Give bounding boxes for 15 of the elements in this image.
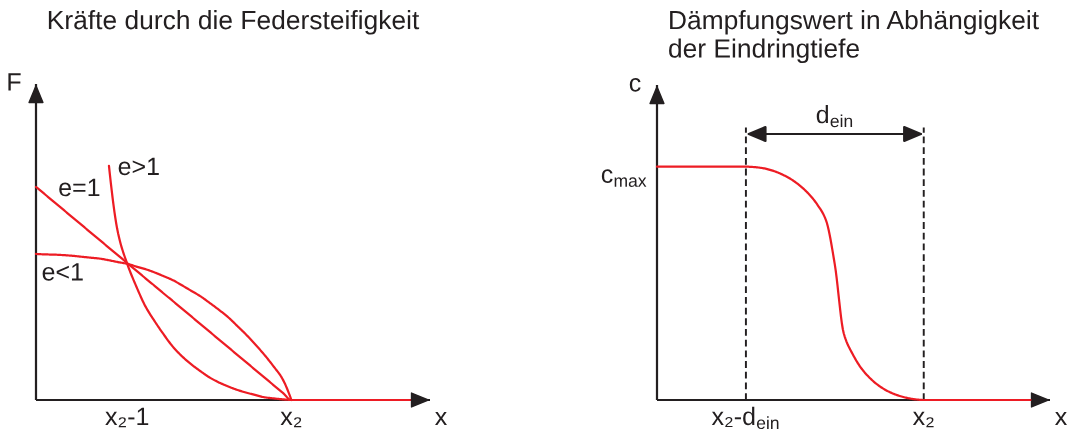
y-axis-title: c bbox=[629, 78, 641, 92]
series-label: e=1 bbox=[59, 178, 100, 197]
y-axis-title: F bbox=[8, 73, 21, 91]
x-axis-title: x bbox=[1055, 411, 1067, 426]
x-tick-label: x₂-1 bbox=[105, 407, 149, 428]
chart-title: Kräfte durch die Federsteifigkeit bbox=[48, 10, 420, 35]
series-label: e>1 bbox=[118, 157, 159, 176]
text: c$_{max}$ bbox=[601, 169, 647, 187]
x-tick-label: x₂ bbox=[912, 411, 934, 428]
x-axis-title: x bbox=[435, 411, 447, 426]
chart-title: Dämpfungswert in Abhängigkeit der Eindringtiefe bbox=[669, 10, 1039, 64]
x-tick-label: x₂ bbox=[280, 411, 302, 428]
x-tick-label: x₂-d$_{ein}$ bbox=[711, 406, 779, 430]
text: d$_{ein}$ bbox=[816, 105, 853, 128]
series-label: e<1 bbox=[42, 263, 83, 281]
